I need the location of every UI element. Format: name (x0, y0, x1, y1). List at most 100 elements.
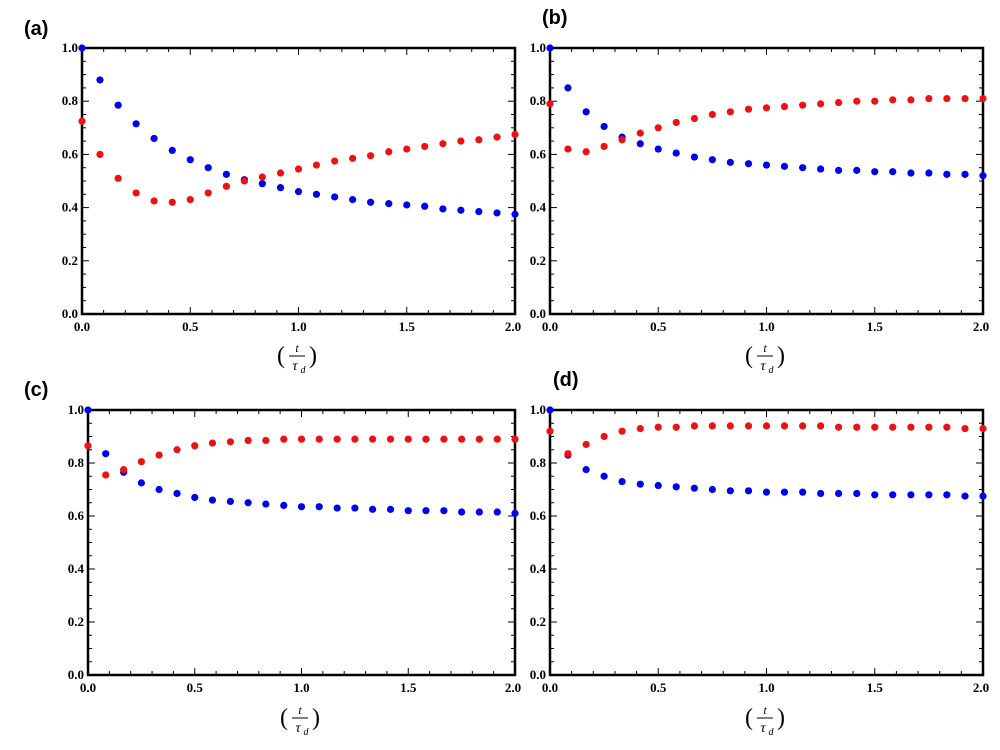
data-point (173, 489, 181, 498)
y-tick-label: 0.0 (68, 667, 84, 682)
x-tick-label: 1.5 (867, 680, 884, 695)
data-point (186, 196, 194, 204)
data-point (258, 180, 266, 188)
data-point (961, 170, 969, 178)
data-point (386, 505, 395, 513)
data-point (493, 209, 501, 217)
data-point (871, 97, 879, 105)
data-point (979, 492, 987, 500)
data-point (780, 422, 789, 430)
data-point (708, 422, 716, 430)
data-point (871, 491, 879, 499)
data-point (366, 152, 375, 160)
data-point (511, 210, 519, 218)
series-red (546, 94, 987, 156)
data-point (943, 170, 951, 178)
data-point (799, 164, 807, 172)
data-point (312, 161, 321, 169)
x-tick-label: 1.5 (867, 319, 884, 334)
y-tick-label: 0.6 (530, 508, 547, 523)
x-tick-label: 2.0 (973, 319, 989, 334)
data-point (294, 188, 303, 196)
data-point (349, 154, 357, 162)
x-axis-label-numerator: t (295, 341, 299, 355)
data-point (368, 435, 377, 443)
x-axis-label-open-paren: ( (745, 343, 753, 369)
panel-label: (d) (553, 369, 579, 391)
data-point (546, 44, 554, 52)
data-point (690, 484, 699, 492)
data-point (280, 501, 288, 509)
data-point (817, 100, 825, 108)
data-point (943, 94, 951, 103)
data-point (475, 435, 483, 443)
data-point (422, 507, 430, 515)
data-point (834, 423, 843, 431)
panel-label: (c) (24, 379, 48, 401)
data-point (762, 422, 771, 430)
data-point (907, 96, 915, 104)
x-tick-label: 1.5 (400, 680, 417, 695)
data-point (582, 108, 590, 116)
y-tick-label: 0.2 (530, 614, 546, 629)
plot-frame (86, 408, 517, 677)
data-point (150, 134, 158, 143)
data-point (333, 504, 341, 512)
x-tick-label: 2.0 (505, 319, 521, 334)
data-point (618, 136, 626, 144)
data-point (78, 117, 86, 125)
series-red (78, 117, 519, 206)
data-point (150, 197, 158, 205)
x-axis-label-subscript: d (301, 365, 307, 376)
data-point (385, 200, 393, 208)
data-point (600, 142, 608, 151)
data-point (762, 488, 771, 496)
data-point (654, 145, 662, 153)
y-tick-label: 0.0 (62, 306, 78, 321)
data-point (979, 424, 987, 433)
x-tick-label: 1.0 (758, 319, 774, 334)
x-tick-label: 0.0 (542, 680, 558, 695)
data-point (511, 435, 519, 443)
data-point (853, 489, 861, 498)
data-point (817, 422, 825, 430)
data-point (708, 156, 716, 164)
data-point (834, 489, 843, 498)
data-point (208, 439, 217, 447)
data-point (961, 492, 969, 500)
data-point (385, 148, 393, 156)
panel-c: (c) 0.0 0.5 1.0 1.5 2.0 0.0 0.2 0.4 0.6 0.8 1.0 (tτ d… (24, 379, 521, 738)
data-point (132, 189, 140, 197)
data-point (120, 466, 128, 474)
data-point (421, 202, 429, 210)
data-point (439, 140, 447, 148)
series-blue (84, 406, 519, 517)
x-axis-label-open-paren: ( (280, 705, 288, 731)
y-tick-label: 0.6 (68, 508, 85, 523)
data-point (546, 100, 554, 108)
data-point (186, 156, 194, 164)
data-point (600, 432, 608, 441)
plot-frame (548, 408, 985, 677)
data-point (222, 170, 231, 178)
data-point (726, 487, 734, 495)
data-point (191, 493, 199, 502)
y-tick-label: 0.4 (530, 200, 547, 215)
data-point (137, 458, 145, 466)
data-point (102, 450, 110, 458)
x-axis-label-denominator: τ (292, 359, 298, 374)
data-point (853, 97, 861, 105)
data-point (943, 491, 951, 499)
panel-label: (a) (24, 18, 48, 40)
data-point (349, 196, 357, 204)
data-point (276, 184, 285, 192)
x-axis-label: (tτ d) (745, 341, 785, 376)
y-tick-label: 0.2 (62, 253, 78, 268)
data-point (312, 190, 321, 198)
data-point (618, 477, 626, 486)
data-point (744, 160, 753, 168)
data-point (546, 406, 554, 414)
x-tick-label: 2.0 (973, 680, 989, 695)
y-tick-label: 0.8 (530, 93, 547, 108)
series-blue (546, 406, 987, 500)
